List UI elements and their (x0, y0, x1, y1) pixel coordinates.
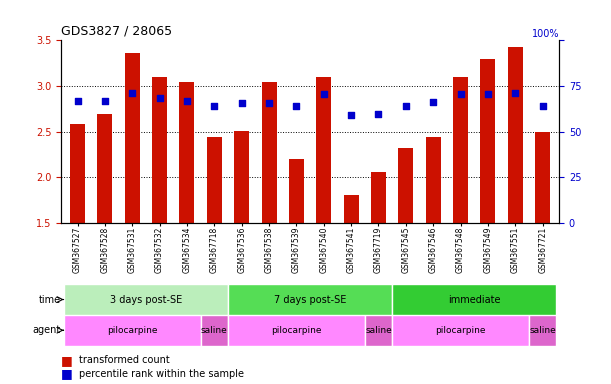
Point (401, 103, 411, 109)
Point (155, 95, 164, 101)
Point (73, 98, 82, 104)
Bar (392, 284, 557, 315)
Text: 7 days post-SE: 7 days post-SE (274, 295, 346, 305)
Bar (316, 77, 331, 223)
Point (127, 90, 137, 96)
Point (428, 99, 438, 105)
Bar (392, 315, 529, 346)
Bar (125, 53, 140, 223)
Bar (262, 82, 277, 223)
Bar (508, 47, 523, 223)
Bar (289, 159, 304, 223)
Point (483, 91, 493, 97)
Text: transformed count: transformed count (79, 355, 170, 365)
Text: pilocarpine: pilocarpine (271, 326, 321, 335)
Bar (64, 284, 228, 315)
Point (373, 111, 383, 117)
Text: agent: agent (32, 325, 60, 335)
Point (237, 100, 247, 106)
Point (346, 112, 356, 118)
Bar (97, 114, 112, 223)
Point (319, 91, 329, 97)
Bar (152, 77, 167, 223)
Point (182, 98, 192, 104)
Text: 3 days post-SE: 3 days post-SE (110, 295, 182, 305)
Point (456, 91, 466, 97)
Bar (200, 315, 228, 346)
Point (210, 103, 219, 109)
Bar (70, 124, 85, 223)
Point (100, 98, 110, 104)
Text: time: time (38, 295, 60, 305)
Text: pilocarpine: pilocarpine (107, 326, 158, 335)
Text: percentile rank within the sample: percentile rank within the sample (79, 369, 244, 379)
Bar (535, 132, 550, 223)
Bar (228, 284, 392, 315)
Text: saline: saline (365, 326, 392, 335)
Bar (398, 148, 414, 223)
Point (510, 90, 520, 96)
Text: ■: ■ (61, 367, 73, 381)
Text: immediate: immediate (448, 295, 500, 305)
Point (291, 103, 301, 109)
Text: pilocarpine: pilocarpine (435, 326, 486, 335)
Text: saline: saline (201, 326, 228, 335)
Text: ■: ■ (61, 354, 73, 367)
Bar (529, 315, 557, 346)
Text: 100%: 100% (532, 30, 559, 40)
Bar (343, 195, 359, 223)
Bar (453, 77, 468, 223)
Bar (234, 131, 249, 223)
Bar (371, 172, 386, 223)
Bar (365, 315, 392, 346)
Point (538, 103, 547, 109)
Bar (426, 137, 441, 223)
Text: saline: saline (529, 326, 556, 335)
Point (264, 100, 274, 106)
Bar (480, 58, 496, 223)
Bar (207, 137, 222, 223)
Bar (180, 82, 194, 223)
Bar (228, 315, 365, 346)
Bar (64, 315, 200, 346)
Text: GDS3827 / 28065: GDS3827 / 28065 (61, 25, 172, 38)
